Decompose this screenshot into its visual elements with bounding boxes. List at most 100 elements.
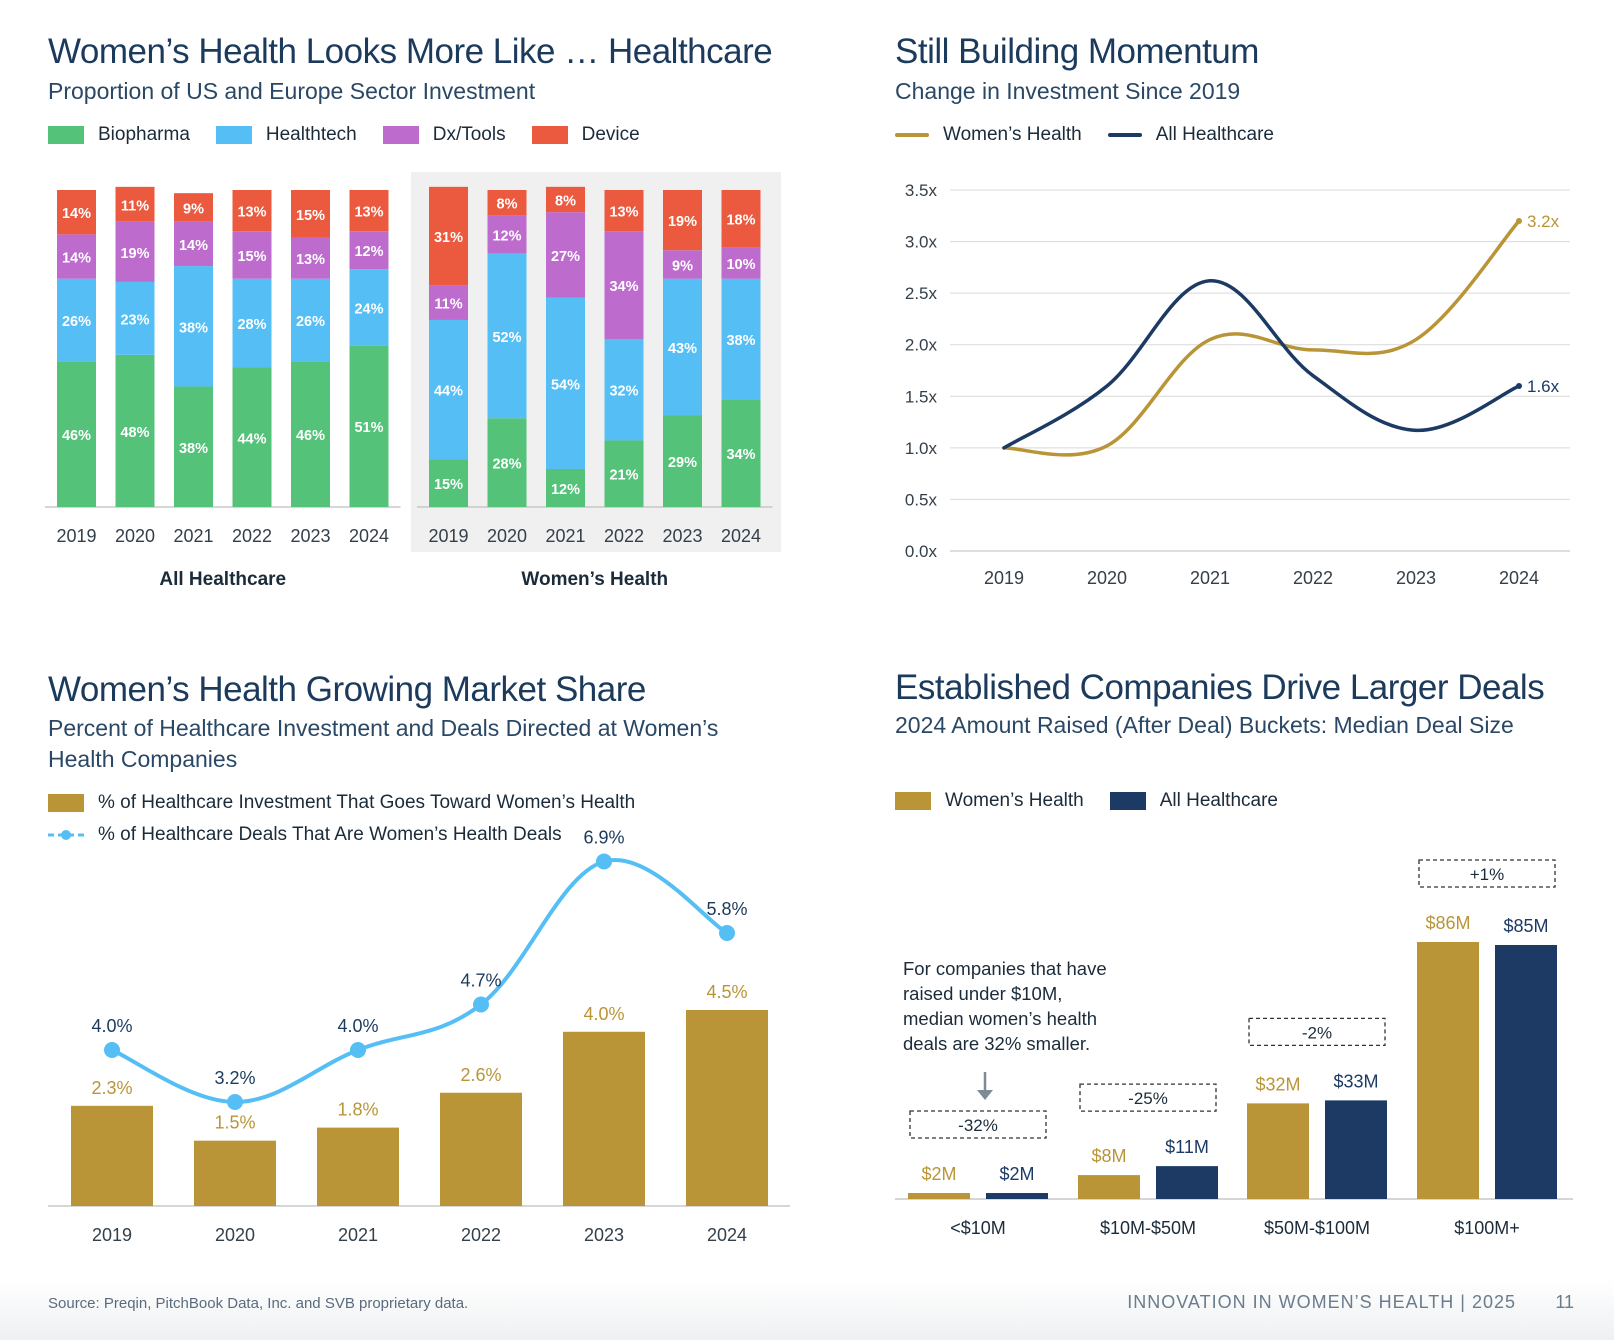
x-tick-label: 2024 — [1499, 568, 1539, 588]
panel3-title: Women’s Health Growing Market Share — [48, 670, 646, 709]
deals-value-label: 5.8% — [706, 899, 747, 919]
group-label: All Healthcare — [159, 569, 286, 590]
device-segment — [429, 186, 468, 286]
segment-data-label: 8% — [497, 197, 518, 213]
bar-value-label: $2M — [921, 1164, 956, 1184]
segment-data-label: 38% — [179, 441, 208, 457]
womens-health-bar — [1417, 942, 1479, 1199]
legend-dx-tools: Dx/Tools — [382, 124, 506, 146]
healthtech-segment — [429, 319, 468, 460]
market-share-chart: 2.3% 2019 1.5% 2020 1.8% 2021 2.6% 2022 4.0% 2023… — [48, 828, 790, 1245]
annotation-line: raised under $10M, — [903, 983, 1063, 1004]
deals-share-point — [227, 1094, 243, 1110]
segment-data-label: 31% — [434, 230, 463, 246]
device-segment — [546, 186, 585, 213]
segment-data-label: 14% — [179, 238, 208, 254]
x-tick-label: 2019 — [428, 526, 468, 546]
biopharma-segment — [663, 415, 702, 507]
investment-bar — [317, 1127, 399, 1206]
device-segment — [663, 190, 702, 251]
bar-value-label: $33M — [1333, 1071, 1378, 1091]
dx-tools-segment — [232, 231, 272, 279]
legend-womens-health: Women’s Health — [895, 790, 1084, 812]
panel2-title: Still Building Momentum — [895, 32, 1259, 71]
segment-data-label: 29% — [668, 455, 697, 471]
deals-value-label: 6.9% — [583, 828, 624, 848]
segment-data-label: 12% — [551, 482, 580, 498]
bar-value-label: $32M — [1255, 1074, 1300, 1094]
healthtech-segment — [349, 269, 389, 346]
dx-tools-segment — [604, 231, 644, 339]
womens-health-bar — [908, 1193, 970, 1199]
legend-all-healthcare: All Healthcare — [1107, 124, 1274, 146]
annotation-line: For companies that have — [903, 958, 1107, 979]
device-segment — [174, 193, 213, 222]
biopharma-segment — [349, 345, 389, 507]
segment-data-label: 44% — [237, 431, 266, 447]
segment-data-label: 46% — [296, 428, 325, 444]
x-tick-label: 2022 — [604, 526, 644, 546]
panel2-subtitle: Change in Investment Since 2019 — [895, 78, 1241, 104]
legend-label: % of Healthcare Investment That Goes Tow… — [98, 792, 636, 813]
dx-tools-segment — [57, 234, 96, 279]
x-tick-label: 2024 — [349, 526, 389, 546]
biopharma-segment — [546, 468, 585, 507]
bar-value-label: 2.6% — [460, 1065, 501, 1085]
device-segment — [57, 190, 96, 235]
segment-data-label: 48% — [120, 425, 149, 441]
x-tick-label: 2021 — [1190, 568, 1230, 588]
deals-value-label: 4.7% — [460, 971, 501, 991]
all-healthcare-bar — [1495, 944, 1557, 1199]
device-segment — [115, 186, 155, 222]
x-tick-label: 2023 — [584, 1225, 624, 1245]
segment-data-label: 13% — [354, 205, 383, 221]
segment-data-label: 54% — [551, 377, 580, 393]
stacked-bar-chart: 46% 26% 14% 14% 2019 48% 23% 19% 11% 2020 38% 38% 14… — [45, 172, 781, 590]
y-tick-label: 2.5x — [905, 284, 938, 303]
segment-data-label: 14% — [62, 206, 91, 222]
panel4-legend: Women’s Health All Healthcare — [895, 790, 1304, 812]
end-point — [1516, 382, 1522, 389]
biopharma-segment — [232, 367, 272, 507]
segment-data-label: 32% — [609, 384, 638, 400]
biopharma-segment — [57, 361, 96, 507]
x-tick-label: 2019 — [984, 568, 1024, 588]
segment-data-label: 19% — [120, 246, 149, 262]
x-tick-label: 2019 — [56, 526, 96, 546]
dx-tools-segment — [429, 285, 468, 320]
dx-tools-segment — [174, 221, 213, 267]
segment-data-label: 15% — [237, 249, 266, 265]
deals-line-swatch — [48, 830, 84, 840]
segment-data-label: 51% — [354, 420, 383, 436]
deals-value-label: 4.0% — [91, 1016, 132, 1036]
x-tick-label: 2023 — [290, 526, 330, 546]
y-tick-label: 3.5x — [905, 181, 938, 200]
segment-data-label: 28% — [492, 457, 521, 473]
deals-share-point — [719, 925, 735, 941]
annotation-line: deals are 32% smaller. — [903, 1033, 1091, 1054]
dx-tools-segment — [291, 237, 330, 279]
dx-tools-segment — [546, 212, 585, 298]
x-tick-label: $50M-$100M — [1264, 1218, 1370, 1238]
device-swatch — [531, 126, 568, 144]
all-healthcare-bar — [1325, 1100, 1387, 1199]
legend-label: Device — [581, 124, 640, 145]
panel1-title: Women’s Health Looks More Like … Healthc… — [48, 32, 773, 71]
deals-value-label: 4.0% — [337, 1016, 378, 1036]
segment-data-label: 13% — [296, 252, 325, 268]
dx-tools-swatch — [382, 126, 419, 144]
difference-box — [1418, 859, 1556, 888]
x-tick-label: 2023 — [662, 526, 702, 546]
y-tick-label: 0.5x — [905, 490, 938, 509]
healthtech-segment — [487, 253, 527, 419]
difference-label: -2% — [1302, 1023, 1332, 1042]
healthtech-segment — [604, 338, 644, 441]
difference-label: -32% — [958, 1116, 998, 1135]
womens-health-bar — [1078, 1175, 1140, 1199]
device-segment — [232, 190, 272, 232]
panel4-title: Established Companies Drive Larger Deals — [895, 668, 1545, 707]
bar-value-label: $11M — [1165, 1137, 1209, 1157]
x-tick-label: 2024 — [721, 526, 761, 546]
end-value-label: 3.2x — [1527, 212, 1560, 231]
x-tick-label: 2024 — [707, 1225, 747, 1245]
